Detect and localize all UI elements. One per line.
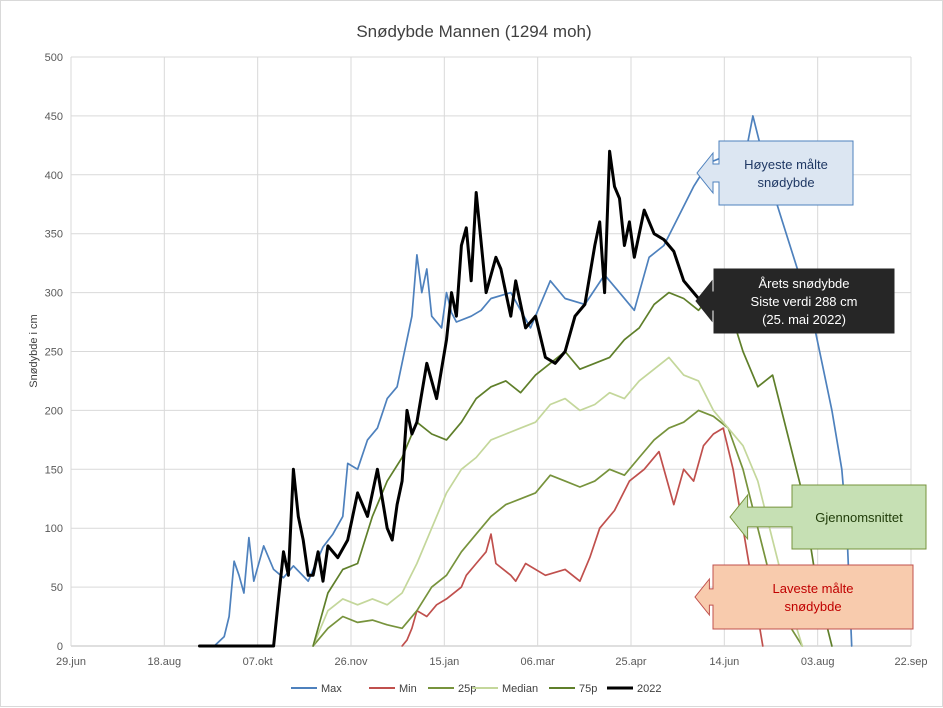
legend-item-75p: 75p — [549, 683, 597, 695]
legend-item-median: Median — [472, 683, 538, 695]
x-tick-label: 25.apr — [615, 656, 647, 668]
y-tick-label: 500 — [45, 52, 63, 64]
x-tick-label: 06.mar — [521, 656, 556, 668]
x-tick-label: 15.jan — [429, 656, 459, 668]
tick-labels: 0 50 100 150 200 250 300 350 400 450 500 29.jun 18.a… — [45, 52, 928, 668]
callout-2022-text: Årets snødybde — [758, 276, 849, 291]
callout-max-text: snødybde — [757, 175, 814, 190]
callout-min-box — [694, 564, 914, 630]
callout-min-text: snødybde — [784, 599, 841, 614]
legend-item-max: Max — [291, 683, 342, 695]
x-tick-label: 03.aug — [801, 656, 835, 668]
callout-median-text: Gjennomsnittet — [815, 510, 903, 525]
y-tick-label: 250 — [45, 347, 63, 359]
legend-label: 2022 — [637, 683, 661, 695]
legend-item-min: Min — [369, 683, 417, 695]
x-tick-label: 29.jun — [56, 656, 86, 668]
callout-max: Høyeste målte snødybde — [696, 140, 854, 206]
y-tick-label: 150 — [45, 464, 63, 476]
x-tick-label: 26.nov — [334, 656, 368, 668]
legend: Max Min 25p Median 75p 2022 — [291, 683, 661, 695]
callout-median-box — [729, 484, 927, 550]
legend-label: 75p — [579, 683, 597, 695]
y-tick-label: 200 — [45, 405, 63, 417]
callout-2022-text: (25. mai 2022) — [762, 312, 846, 327]
callout-2022-box — [695, 268, 895, 334]
callout-min: Laveste målte snødybde — [694, 564, 914, 630]
callout-2022-text: Siste verdi 288 cm — [751, 294, 858, 309]
y-tick-label: 0 — [57, 641, 63, 653]
legend-item-25p: 25p — [428, 683, 476, 695]
series-line-2022 — [198, 149, 715, 648]
x-tick-label: 18.aug — [148, 656, 182, 668]
series-line-25p — [312, 409, 804, 647]
gridlines — [70, 56, 912, 647]
series-line-min — [401, 427, 764, 647]
x-tick-label: 07.okt — [243, 656, 273, 668]
y-tick-label: 50 — [51, 582, 63, 594]
legend-label: Max — [321, 683, 342, 695]
series-line-median — [312, 356, 804, 647]
legend-item-2022: 2022 — [607, 683, 661, 695]
callout-max-box — [696, 140, 854, 206]
legend-label: 25p — [458, 683, 476, 695]
x-tick-label: 22.sep — [894, 656, 927, 668]
legend-label: Min — [399, 683, 417, 695]
y-tick-label: 400 — [45, 170, 63, 182]
callout-median: Gjennomsnittet — [729, 484, 927, 550]
y-axis-title: Snødybde i cm — [28, 314, 40, 387]
callout-2022: Årets snødybde Siste verdi 288 cm (25. mai… — [695, 268, 895, 334]
y-tick-label: 450 — [45, 111, 63, 123]
y-tick-label: 300 — [45, 288, 63, 300]
x-tick-label: 14.jun — [709, 656, 739, 668]
callouts: Høyeste målte snødybde Årets snødybde Siste… — [694, 140, 927, 630]
callout-min-text: Laveste målte — [773, 581, 854, 596]
y-tick-label: 350 — [45, 229, 63, 241]
y-tick-label: 100 — [45, 523, 63, 535]
series-line-75p — [312, 291, 833, 647]
legend-label: Median — [502, 683, 538, 695]
callout-max-text: Høyeste målte — [744, 157, 828, 172]
chart-title: Snødybde Mannen (1294 moh) — [356, 22, 591, 41]
